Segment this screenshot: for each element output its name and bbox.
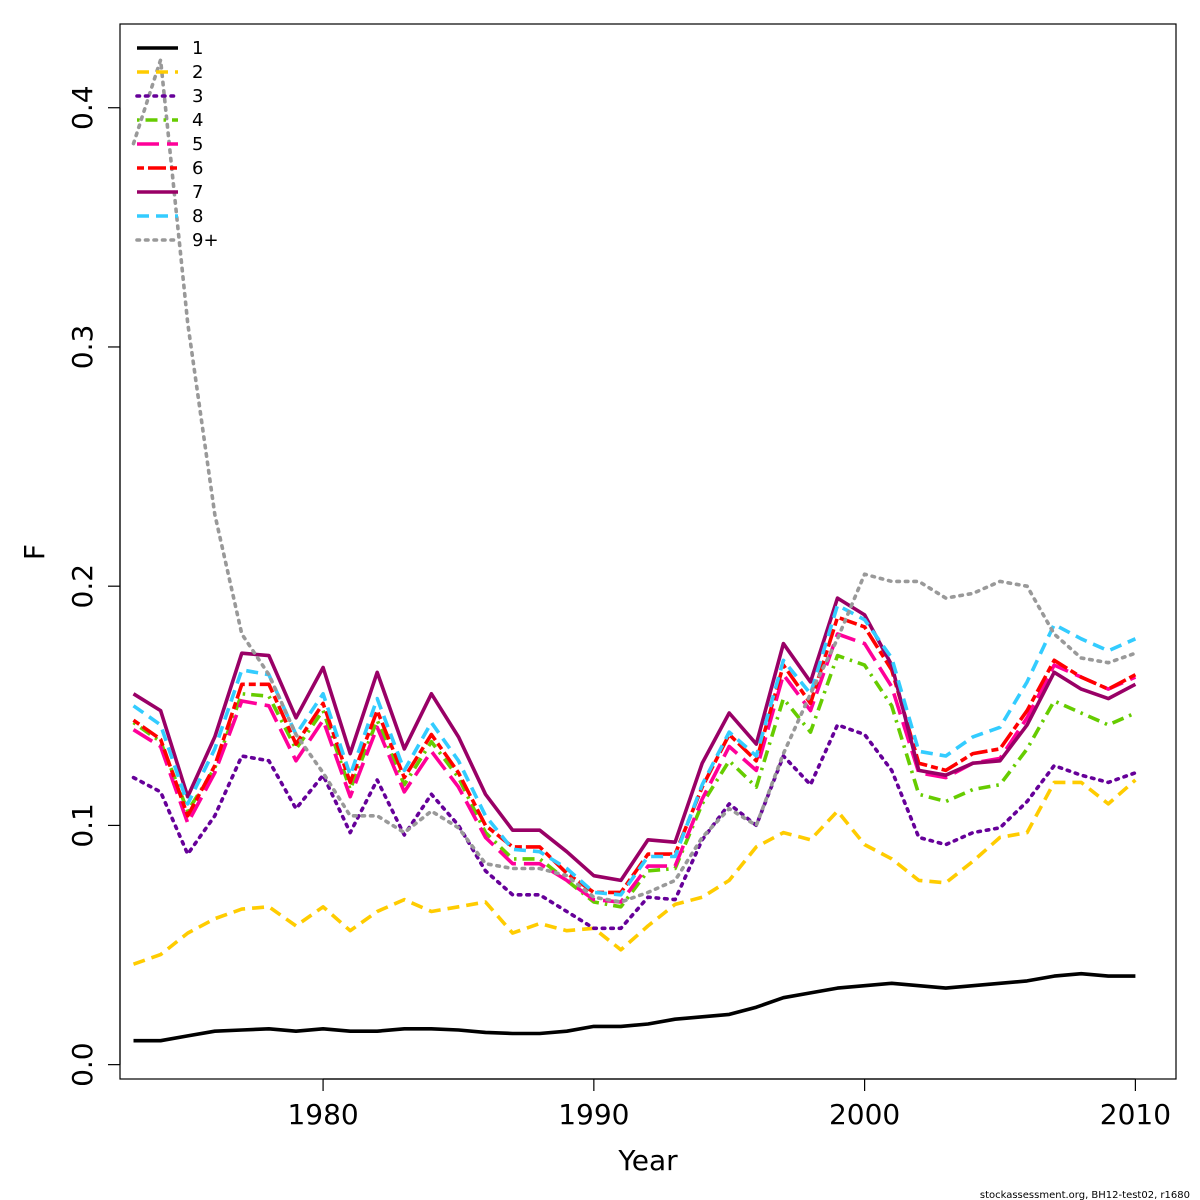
y-axis: 0.0 0.1 0.2 0.3 0.4 [66,85,121,1087]
series-line-2 [132,778,1137,966]
x-tick-label: 2000 [829,1098,900,1131]
legend-label: 4 [192,110,203,131]
legend-item-1: 1 [137,38,203,59]
legend-label: 2 [192,62,203,83]
series-layer [131,58,1138,1043]
legend-label: 8 [192,206,203,227]
series-line-7 [132,596,1137,883]
legend-label: 7 [192,182,203,203]
legend-label: 6 [192,158,203,179]
series-line-9 [131,58,1138,904]
y-tick-label: 0.4 [66,85,99,130]
series-line-3 [131,723,1138,931]
x-axis-label: Year [617,1144,678,1177]
y-tick-label: 0.0 [66,1042,99,1087]
footer-credit: stockassessment.org, BH12-test02, r1680 [980,1190,1190,1200]
legend-label: 5 [192,134,203,155]
legend-item-3: 3 [135,86,203,107]
legend: 1 2 3 4 5 6 7 8 9+ [135,38,219,251]
legend-item-8: 8 [137,206,203,227]
x-axis: 1980 1990 2000 2010 [287,1078,1171,1131]
y-axis-label: F [18,544,51,560]
legend-label: 3 [192,86,203,107]
y-tick-label: 0.1 [66,803,99,848]
y-tick-label: 0.3 [66,325,99,370]
x-tick-label: 2010 [1100,1098,1171,1131]
legend-item-7: 7 [137,182,203,203]
legend-item-2: 2 [137,62,203,83]
x-tick-label: 1980 [287,1098,358,1131]
legend-item-9: 9+ [135,230,219,251]
legend-label: 1 [192,38,203,59]
y-tick-label: 0.2 [66,564,99,609]
series-line-8 [132,603,1137,897]
series-line-1 [133,971,1136,1043]
legend-item-6: 6 [137,158,203,179]
legend-item-5: 5 [137,134,203,155]
x-tick-label: 1990 [558,1098,629,1131]
series-line-6 [132,615,1137,895]
legend-item-4: 4 [137,110,203,131]
legend-label: 9+ [192,230,219,251]
